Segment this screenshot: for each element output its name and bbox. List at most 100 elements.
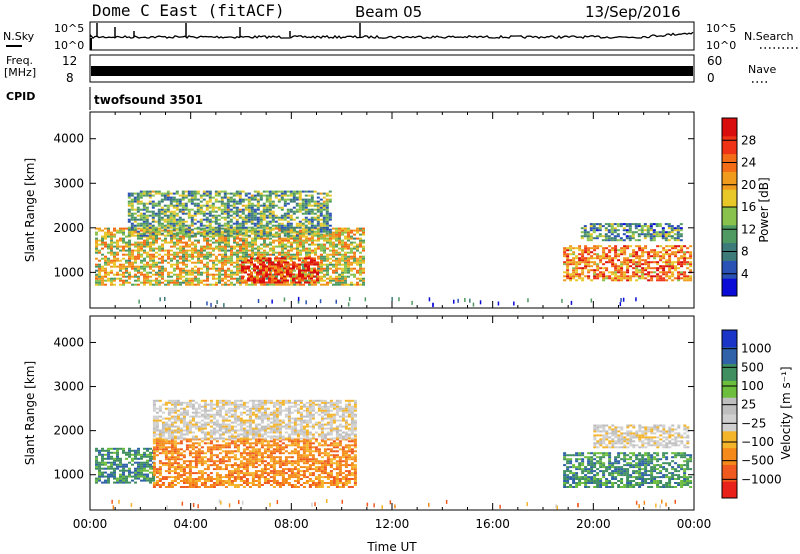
- heatmap-cell: [163, 194, 167, 197]
- heatmap-cell: [136, 210, 140, 213]
- heatmap-cell: [310, 222, 314, 225]
- heatmap-cell: [113, 447, 116, 450]
- heatmap-cell: [661, 231, 665, 234]
- heatmap-cell: [184, 220, 188, 223]
- heatmap-cell: [172, 216, 176, 219]
- heatmap-cell: [119, 267, 122, 270]
- heatmap-cell: [133, 196, 137, 199]
- heatmap-cell: [286, 224, 290, 227]
- heatmap-cell: [263, 239, 266, 242]
- heatmap-cell: [635, 257, 639, 260]
- heatmap-cell: [338, 241, 341, 244]
- heatmap-cell: [169, 192, 173, 195]
- heatmap-cell: [278, 456, 282, 459]
- heatmap-cell: [310, 257, 313, 260]
- heatmap-cell: [284, 462, 288, 465]
- heatmap-cell: [268, 198, 272, 201]
- heatmap-cell: [220, 204, 224, 207]
- heatmap-cell: [356, 271, 359, 274]
- heatmap-cell: [128, 461, 131, 464]
- heatmap-cell: [320, 279, 323, 282]
- heatmap-cell: [101, 275, 104, 278]
- heatmap-cell: [152, 253, 155, 256]
- heatmap-cell: [304, 226, 308, 229]
- heatmap-cell: [181, 222, 185, 225]
- heatmap-cell: [217, 214, 221, 217]
- heatmap-cell: [107, 455, 110, 458]
- heatmap-cell: [283, 204, 287, 207]
- heatmap-cell: [353, 229, 356, 232]
- heatmap-cell: [641, 253, 645, 256]
- heatmap-cell: [175, 204, 179, 207]
- heatmap-cell: [149, 451, 152, 454]
- heatmap-cell: [125, 241, 128, 244]
- heatmap-cell: [310, 232, 314, 235]
- heatmap-cell: [671, 279, 675, 282]
- heatmap-cell: [589, 223, 593, 226]
- heatmap-cell: [286, 226, 290, 229]
- heatmap-cell: [301, 273, 304, 276]
- heatmap-cell: [643, 237, 647, 240]
- heatmap-cell: [266, 442, 270, 445]
- heatmap-cell: [298, 194, 302, 197]
- heatmap-cell: [613, 227, 617, 230]
- heatmap-cell: [187, 216, 191, 219]
- heatmap-cell: [194, 251, 197, 254]
- heatmap-cell: [284, 446, 288, 449]
- heatmap-cell: [172, 214, 176, 217]
- heatmap-cell: [317, 247, 320, 250]
- heatmap-cell: [232, 202, 236, 205]
- heatmap-cell: [107, 261, 110, 264]
- heatmap-cell: [226, 212, 230, 215]
- heatmap-cell: [236, 464, 240, 467]
- heatmap-cell: [320, 259, 323, 262]
- heatmap-cell: [101, 265, 104, 268]
- heatmap-cell: [248, 482, 252, 484]
- heatmap-cell: [122, 463, 125, 466]
- heatmap-cell: [244, 234, 248, 237]
- heatmap-cell: [130, 234, 134, 237]
- heatmap-cell: [193, 210, 197, 213]
- heatmap-cell: [191, 456, 195, 459]
- heatmap-cell: [194, 249, 197, 252]
- heatmap-cell: [146, 261, 149, 264]
- heatmap-cell: [175, 206, 179, 209]
- heatmap-cell: [293, 472, 297, 475]
- heatmap-cell: [641, 277, 645, 280]
- heatmap-cell: [190, 216, 194, 219]
- heatmap-cell: [116, 465, 119, 468]
- heatmap-speckle: [347, 302, 350, 307]
- heatmap-cell: [224, 452, 228, 455]
- heatmap-cell: [626, 275, 630, 278]
- heatmap-cell: [625, 231, 629, 234]
- heatmap-cell: [230, 257, 233, 260]
- heatmap-cell: [313, 279, 316, 282]
- heatmap-cell: [353, 245, 356, 248]
- heatmap-cell: [641, 259, 645, 262]
- heatmap-cell: [263, 243, 266, 246]
- heatmap-cell: [169, 196, 173, 199]
- heatmap-cell: [143, 451, 146, 454]
- heatmap-cell: [137, 249, 140, 252]
- heatmap-cell: [338, 263, 341, 266]
- heatmap-cell: [265, 271, 268, 274]
- heatmap-cell: [101, 449, 104, 452]
- heatmap-cell: [304, 275, 307, 278]
- heatmap-cell: [134, 231, 137, 234]
- heatmap-cell: [650, 275, 654, 278]
- heatmap-cell: [353, 275, 356, 278]
- heatmap-cell: [251, 480, 255, 482]
- heatmap-cell: [199, 228, 203, 231]
- heatmap-cell: [268, 269, 271, 272]
- heatmap-cell: [641, 275, 645, 278]
- heatmap-cell: [301, 208, 305, 211]
- heatmap-speckle: [590, 298, 593, 303]
- heatmap-cell: [179, 237, 182, 240]
- heatmap-cell: [130, 200, 134, 203]
- heatmap-cell: [175, 202, 179, 205]
- heatmap-cell: [239, 466, 243, 469]
- heatmap-cell: [620, 271, 624, 274]
- heatmap-cell: [137, 461, 140, 464]
- heatmap-cell: [176, 251, 179, 254]
- heatmap-cell: [95, 461, 98, 464]
